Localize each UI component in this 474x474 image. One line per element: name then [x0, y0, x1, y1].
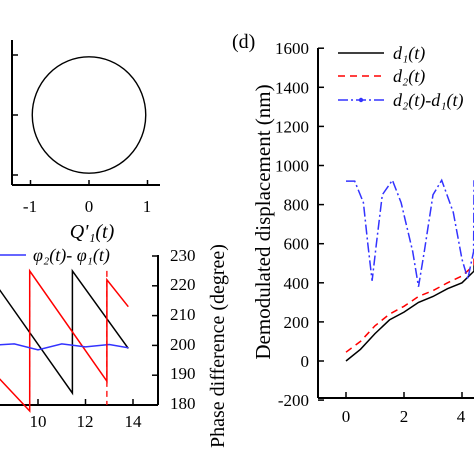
c-bot-right-axis-label: Phase difference (degree): [207, 244, 229, 448]
d-xtick-label: 0: [342, 407, 351, 426]
c-top-tick-label: -1: [23, 197, 37, 216]
series-line-1: [0, 268, 129, 413]
d-ytick-label: 1000: [275, 157, 309, 176]
c-bot-ytick-label: 190: [170, 364, 196, 383]
d-ytick-label: 600: [284, 235, 310, 254]
series-line-2: [0, 343, 129, 351]
d-ytick-label: -200: [278, 391, 309, 410]
c-bot-ytick-label: 210: [170, 305, 196, 324]
series-line-d₁(t): [345, 265, 474, 362]
c-bot-tick-label: 10: [30, 412, 47, 431]
legend-label-d1: d₁(t): [393, 43, 425, 64]
c-bot-ytick-label: 200: [170, 335, 196, 354]
d-ytick-label: 1600: [275, 39, 309, 58]
panel-d-label: (d): [232, 31, 255, 53]
d-ytick-label: 800: [284, 196, 310, 215]
c-top-tick-label: 1: [143, 197, 152, 216]
c-bot-ytick-label: 230: [170, 246, 196, 265]
d-xtick-label: 2: [400, 407, 409, 426]
d-ytick-label: 1200: [275, 117, 309, 136]
panel-c-top: -1 0 1 Q'₁(t): [11, 40, 160, 243]
c-bot-ytick-label: 180: [170, 394, 196, 413]
c-bot-tick-label: 12: [77, 412, 94, 431]
d-ytick-label: 200: [284, 313, 310, 332]
d-ytick-label: 1400: [275, 78, 309, 97]
d-ylabel: Demodulated displacement (nm): [251, 84, 275, 359]
d-ytick-label: 400: [284, 274, 310, 293]
c-bot-tick-label: 14: [125, 412, 143, 431]
legend-label-diff: d₂(t)-d₁(t): [393, 90, 464, 111]
series-line-0: [0, 268, 129, 396]
d-ytick-label: 0: [301, 352, 310, 371]
legend-label-phase: φ₂(t)- φ₁(t): [33, 245, 110, 266]
series-line-d₂(t): [345, 257, 474, 353]
c-top-xlabel: Q'₁(t): [70, 221, 115, 243]
panel-c-bottom: φ₂(t)- φ₁(t) 10 12 14 230 220 210 200 19…: [0, 244, 229, 448]
legend-marker-diff: [358, 97, 364, 103]
c-top-tick-label: 0: [85, 197, 94, 216]
c-bot-ytick-label: 220: [170, 275, 196, 294]
series-line-d₂(t)-d₁(t): [346, 178, 474, 287]
d-xtick-label: 4: [457, 407, 466, 426]
legend-label-d2: d₂(t): [393, 66, 425, 87]
lissajous-circle: [31, 56, 147, 174]
